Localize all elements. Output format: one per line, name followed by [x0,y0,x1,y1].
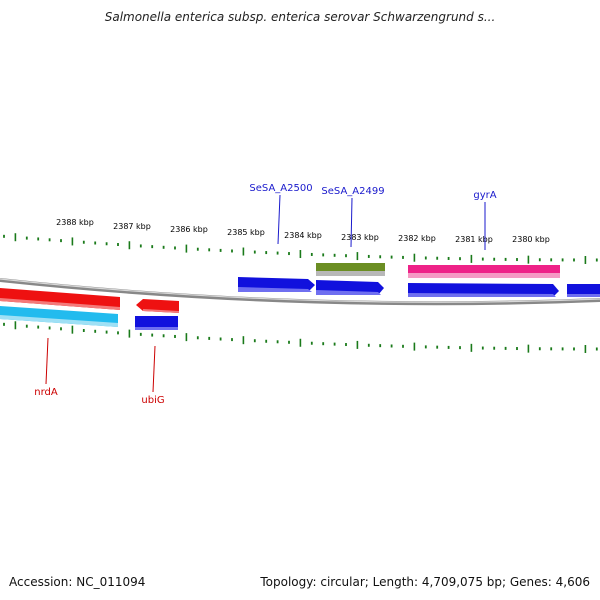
gene-nrdA-red[interactable] [0,288,120,310]
gene-ubiG-blue-shade [135,327,178,330]
leader-nrdA [45,337,49,385]
gene-gyrA-pink[interactable] [408,265,560,275]
leader-SeSA_A2499 [350,197,353,248]
gene-right-blue-shade [567,294,600,297]
kbp-label: 2383 kbp [341,233,379,242]
gene-SeSA_A2500-shade [238,287,312,292]
gene-nrdA-red-shade [0,298,120,310]
gene-ubiG-red-shade [143,309,179,313]
gene-label-gyrA[interactable]: gyrA [473,190,496,201]
kbp-label: 2388 kbp [56,218,94,227]
gene-ubiG-blue[interactable] [135,316,178,329]
kbp-label: 2380 kbp [512,235,550,244]
outer-tick-marks [3,233,598,264]
kbp-label: 2386 kbp [170,225,208,234]
genome-backbone [0,278,600,306]
leader-ubiG [152,345,156,393]
gene-olive-shade [316,271,385,276]
kbp-label: 2387 kbp [113,222,151,231]
reverse-strand-genes [0,288,179,330]
kbp-label: 2381 kbp [455,235,493,244]
gene-olive[interactable] [316,263,385,272]
kbp-label: 2385 kbp [227,228,265,237]
inner-tick-marks [3,321,598,353]
genome-title: Salmonella enterica subsp. enterica sero… [104,10,496,24]
kbp-label: 2382 kbp [398,234,436,243]
gene-gyrA-pink-shade [408,273,560,278]
gene-label-SeSA_A2500[interactable]: SeSA_A2500 [249,183,312,194]
gene-label-nrdA[interactable]: nrdA [34,387,58,398]
topology-summary: Topology: circular; Length: 4,709,075 bp… [260,575,590,589]
gene-right-blue[interactable] [567,284,600,296]
gene-SeSA_A2499-shade [316,290,381,295]
gene-gyrA-blue-shade [408,293,556,297]
genome-backbone-highlight [0,278,600,303]
gene-nrdA-cyan-shade [0,315,118,327]
kbp-label: 2384 kbp [284,231,322,240]
leader-SeSA_A2500 [277,194,281,245]
gene-label-ubiG[interactable]: ubiG [141,395,164,406]
accession-text: Accession: NC_011094 [9,575,146,589]
kbp-scale-labels: 2388 kbp 2387 kbp 2386 kbp 2385 kbp 2384… [56,218,550,244]
gene-label-leaders [45,194,486,393]
forward-strand-genes [238,263,600,297]
gene-label-SeSA_A2499[interactable]: SeSA_A2499 [321,186,384,197]
